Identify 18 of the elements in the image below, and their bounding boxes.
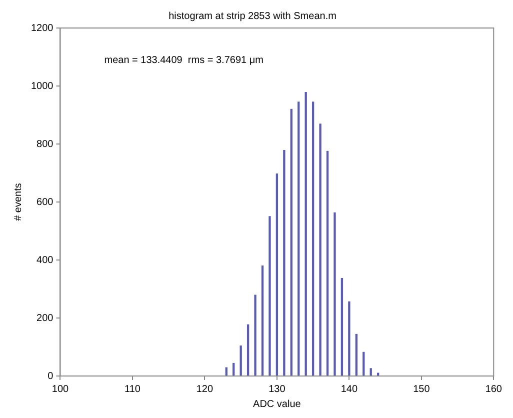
x-tick-label: 150 <box>413 384 430 395</box>
y-tick-label: 800 <box>36 138 54 150</box>
y-tick-label: 1200 <box>30 22 54 34</box>
annotation: mean = 133.4409 rms = 3.7691 μm <box>104 54 264 66</box>
x-tick-label: 140 <box>340 384 358 395</box>
x-tick-label: 130 <box>268 384 286 395</box>
chart-title: histogram at strip 2853 with Smean.m <box>168 10 336 22</box>
x-axis-title: ADC value <box>253 398 302 410</box>
x-tick-label: 120 <box>196 384 214 395</box>
x-tick-label: 110 <box>124 384 141 395</box>
x-tick-label: 160 <box>485 384 502 395</box>
y-tick-label: 400 <box>36 254 54 266</box>
y-tick-label: 1000 <box>30 80 54 92</box>
y-tick-label: 600 <box>36 196 54 208</box>
y-tick-label: 200 <box>36 312 54 324</box>
x-tick-label: 100 <box>52 384 70 395</box>
y-tick-label: 0 <box>48 370 54 382</box>
y-axis-title: # events <box>12 183 24 221</box>
